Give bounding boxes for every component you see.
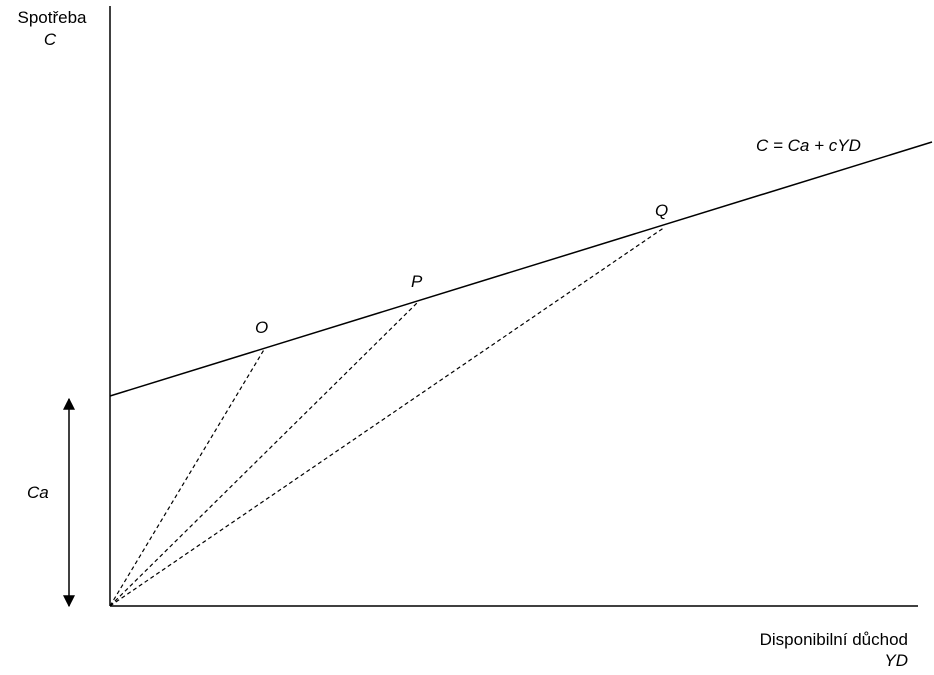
point-o-label: O	[255, 318, 268, 337]
point-q-label: Q	[655, 201, 668, 220]
x-axis-symbol: YD	[884, 651, 908, 670]
consumption-equation-label: C = Ca + cYD	[756, 136, 861, 155]
point-p-label: P	[411, 272, 423, 291]
autonomous-consumption-label: Ca	[27, 483, 49, 502]
ray-to-o	[109, 347, 266, 607]
y-axis-label: Spotřeba	[18, 8, 88, 27]
x-axis-label: Disponibilní důchod	[760, 630, 908, 649]
consumption-function-line	[109, 141, 933, 397]
ray-to-q	[109, 226, 666, 607]
ray-to-p	[109, 301, 419, 607]
y-axis-symbol: C	[44, 30, 57, 49]
